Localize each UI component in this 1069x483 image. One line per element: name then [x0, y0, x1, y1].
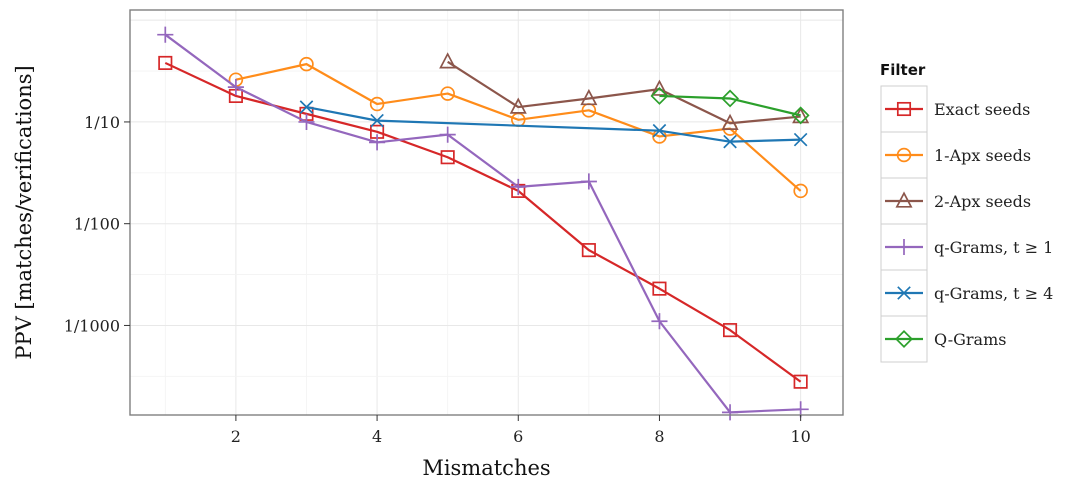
legend-items: Exact seeds 1-Apx seeds 2-Apx seeds q-Grams…	[880, 85, 1053, 363]
series-5	[650, 87, 810, 125]
series-line	[659, 94, 801, 117]
legend: Filter Exact seeds 1-Apx seeds 2-Apx seeds…	[880, 61, 1053, 363]
plot-panel-border	[129, 9, 844, 416]
legend-key-marker	[896, 101, 912, 117]
legend-label: q-Grams, t ≥ 4	[934, 284, 1053, 303]
data-point	[510, 178, 527, 195]
data-point	[299, 56, 314, 72]
series-3	[157, 26, 809, 421]
legend-key-marker	[895, 191, 913, 208]
legend-label: q-Grams, t ≥ 1	[934, 238, 1053, 257]
data-point	[157, 26, 174, 43]
data-point	[721, 89, 740, 108]
data-point	[652, 281, 667, 296]
series-line	[164, 33, 801, 414]
series-line	[447, 60, 801, 125]
grid-layer	[130, 10, 843, 415]
data-point	[439, 126, 456, 143]
data-point	[439, 52, 457, 69]
data-point	[723, 134, 737, 149]
data-point	[580, 173, 597, 190]
data-point	[227, 79, 244, 96]
legend-title: Filter	[880, 61, 926, 79]
legend-key-marker	[897, 286, 911, 300]
legend-item: 1-Apx seeds	[880, 131, 1031, 179]
data-point	[440, 150, 455, 165]
data-point	[581, 243, 596, 258]
data-point	[721, 404, 739, 421]
legend-item: 2-Apx seeds	[880, 177, 1031, 225]
legend-key-marker	[895, 238, 913, 256]
data-point	[650, 87, 669, 105]
y-tick-label: 1/100	[74, 215, 120, 234]
series-line	[235, 63, 802, 192]
data-point	[793, 132, 808, 147]
legend-item: q-Grams, t ≥ 4	[880, 269, 1053, 317]
y-tick-label: 1/1000	[64, 316, 120, 335]
x-tick-label: 6	[513, 427, 523, 446]
x-tick-label: 2	[231, 427, 241, 446]
data-point	[440, 86, 455, 101]
x-tick-label: 8	[654, 427, 664, 446]
data-point	[652, 123, 667, 138]
data-point	[722, 323, 738, 338]
data-point	[370, 113, 384, 128]
legend-key-marker	[895, 330, 913, 348]
data-point	[369, 96, 385, 112]
data-point	[650, 79, 668, 96]
x-axis-title: Mismatches	[422, 456, 550, 480]
data-point	[298, 113, 315, 130]
data-point	[299, 100, 314, 114]
legend-label: Exact seeds	[934, 100, 1030, 119]
legend-item: Exact seeds	[880, 85, 1030, 133]
x-tick-label: 4	[372, 427, 382, 446]
legend-label: Q-Grams	[934, 330, 1006, 349]
data-point	[651, 313, 668, 330]
axis-layer: 2 4 6 8 10 1/10 1/100 1/1000	[64, 113, 811, 446]
x-tick-label: 10	[790, 427, 810, 446]
data-point	[793, 374, 808, 389]
legend-item: Q-Grams	[880, 315, 1006, 363]
series-layer	[157, 26, 810, 421]
data-point	[791, 106, 810, 125]
legend-item: q-Grams, t ≥ 1	[880, 223, 1053, 271]
y-tick-label: 1/10	[84, 113, 120, 132]
series-4	[299, 100, 808, 149]
data-point	[721, 113, 739, 130]
y-axis-title: PPV [matches/verifications]	[12, 65, 36, 359]
data-point	[369, 134, 386, 151]
legend-label: 1-Apx seeds	[934, 146, 1031, 165]
legend-label: 2-Apx seeds	[934, 192, 1031, 211]
legend-key-marker	[896, 147, 912, 163]
data-point	[158, 55, 173, 70]
data-point	[509, 97, 527, 114]
series-2	[439, 52, 810, 130]
data-point	[793, 183, 808, 199]
data-point	[580, 88, 598, 106]
